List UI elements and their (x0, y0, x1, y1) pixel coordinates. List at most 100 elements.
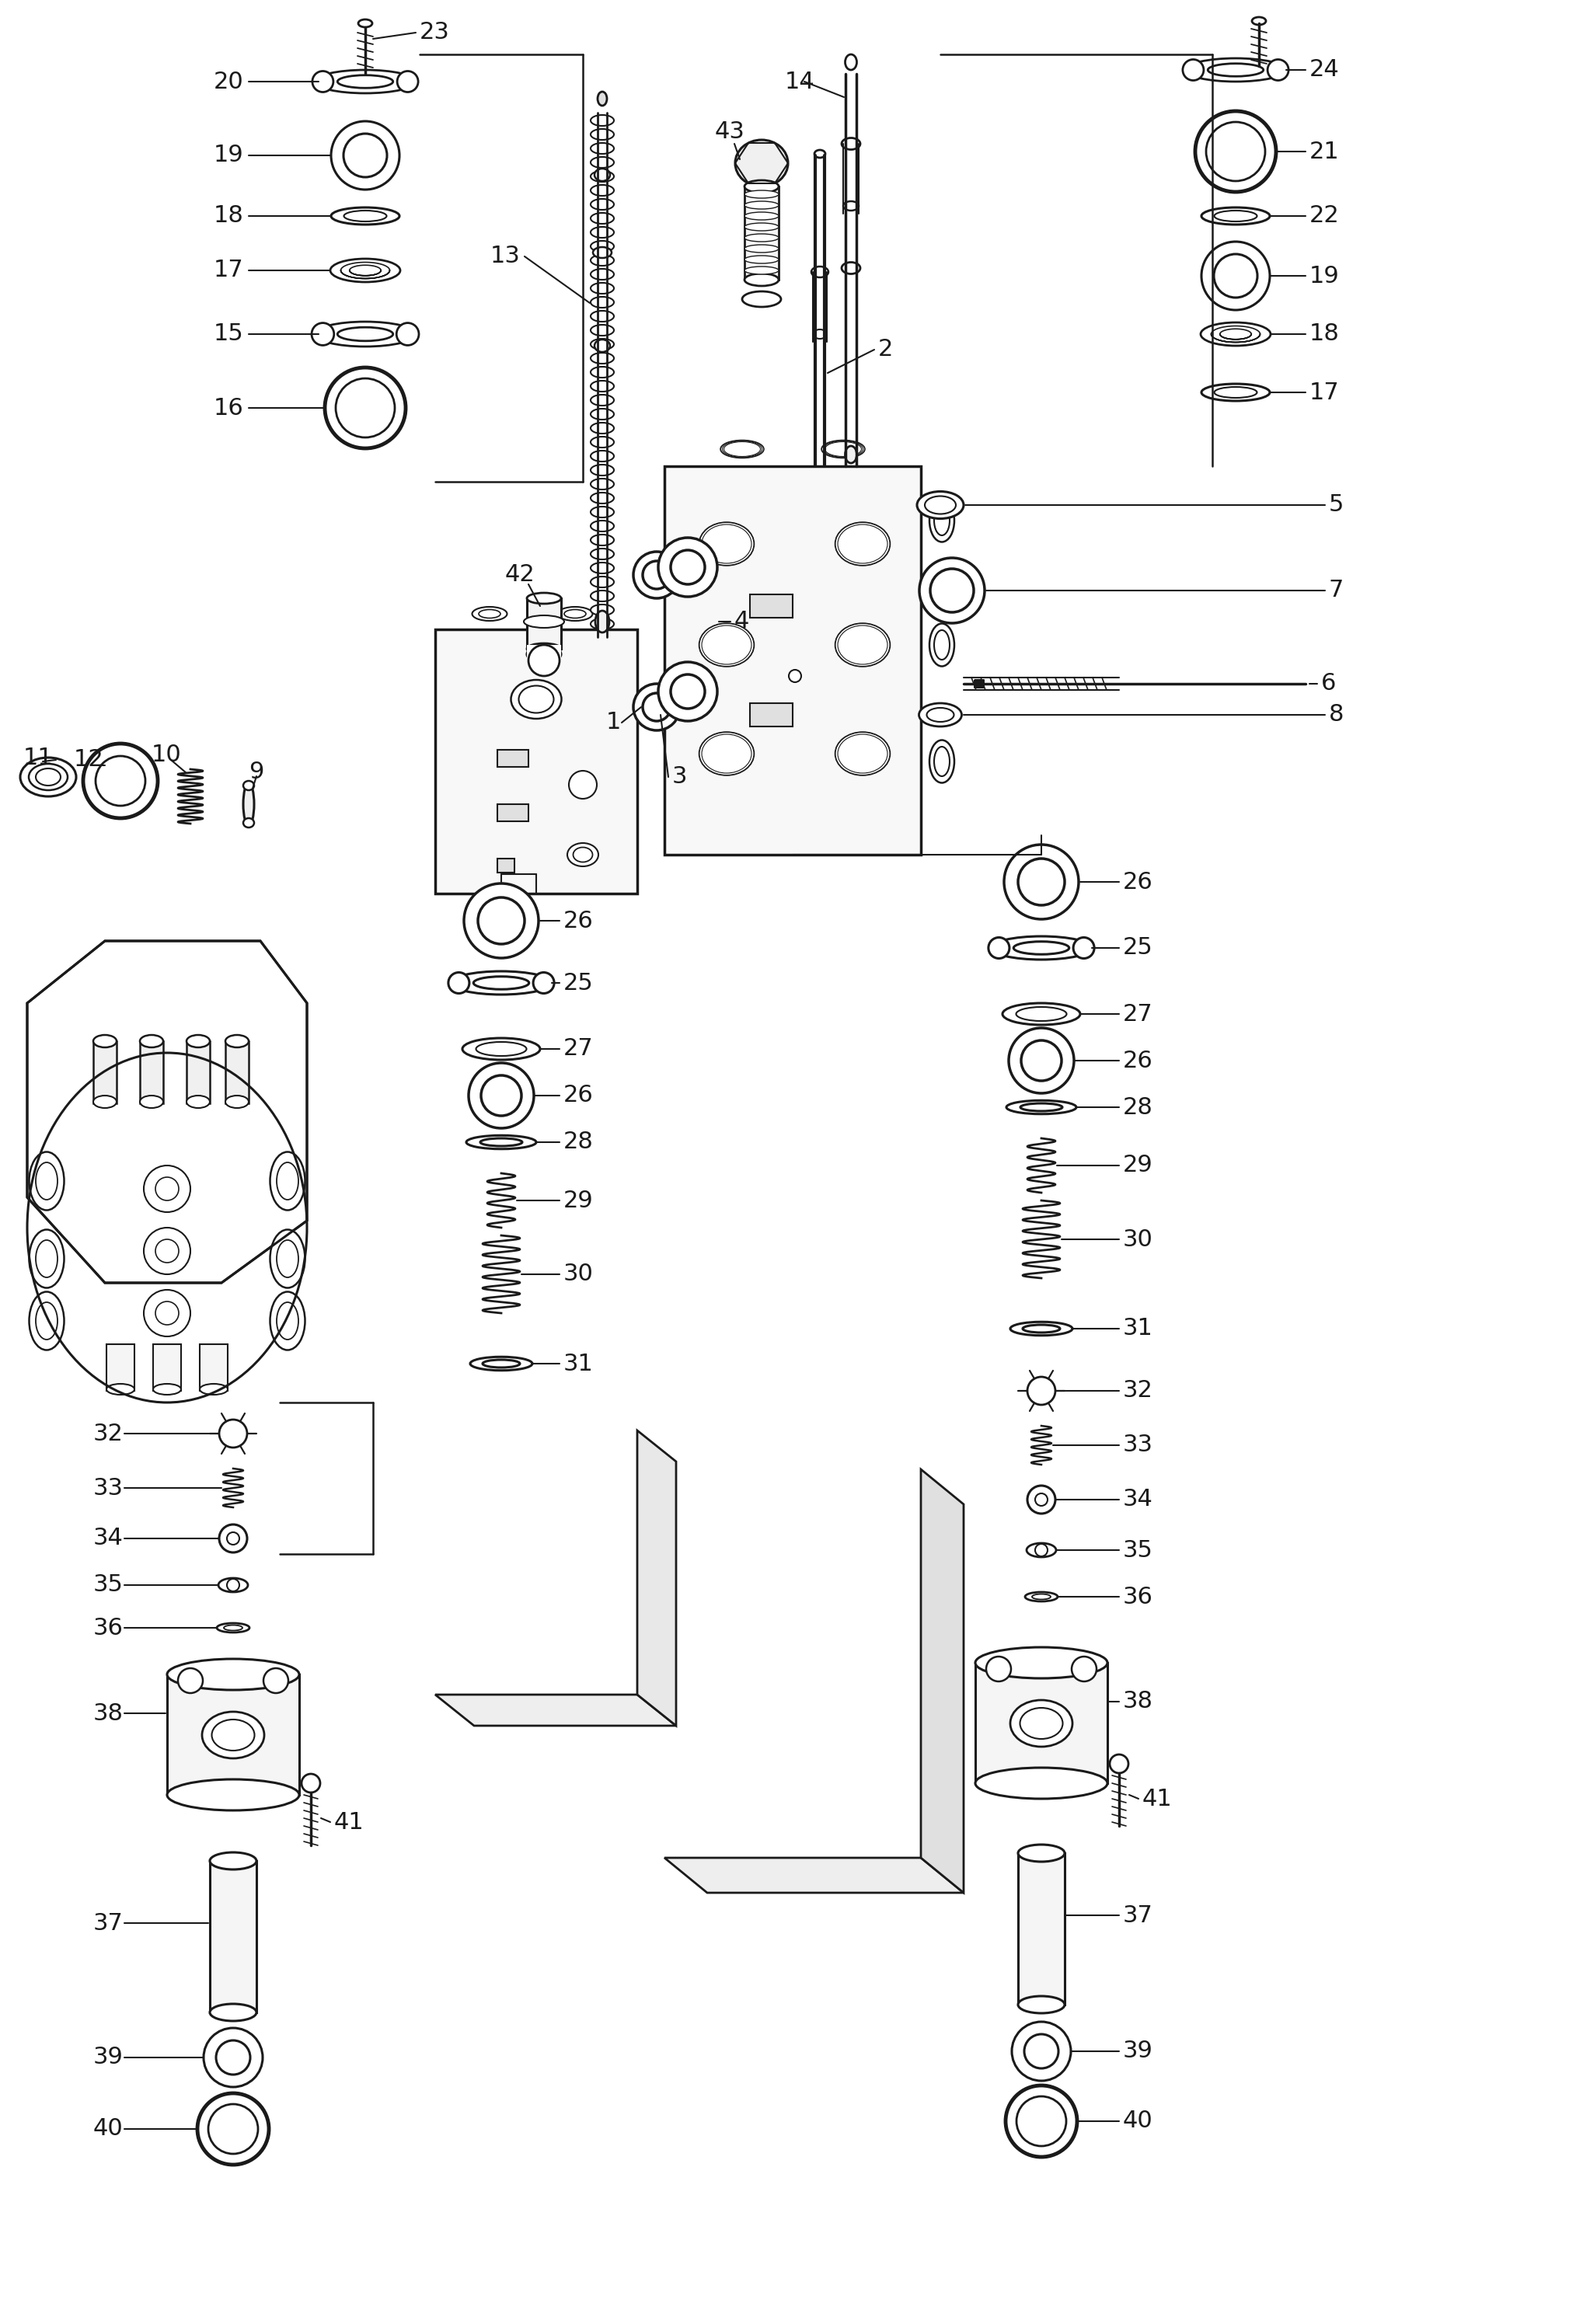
Text: 43: 43 (716, 121, 746, 144)
Ellipse shape (358, 19, 372, 28)
Ellipse shape (720, 442, 763, 458)
Text: 19: 19 (214, 144, 244, 167)
Text: 15: 15 (214, 323, 244, 346)
Circle shape (336, 379, 394, 437)
Ellipse shape (480, 1139, 522, 1146)
Text: 27: 27 (1122, 1002, 1152, 1025)
Ellipse shape (1010, 1322, 1072, 1336)
Circle shape (1206, 121, 1265, 181)
Ellipse shape (742, 290, 780, 307)
Ellipse shape (722, 442, 761, 458)
Ellipse shape (701, 734, 752, 774)
Ellipse shape (828, 444, 858, 456)
Ellipse shape (590, 228, 614, 237)
Ellipse shape (36, 1241, 57, 1278)
Circle shape (396, 323, 419, 346)
Ellipse shape (825, 442, 861, 456)
Ellipse shape (217, 1622, 250, 1631)
Ellipse shape (527, 593, 560, 604)
Ellipse shape (225, 1034, 249, 1048)
Circle shape (1027, 1485, 1056, 1513)
Ellipse shape (28, 765, 68, 790)
Text: 23: 23 (419, 21, 450, 44)
Ellipse shape (277, 1241, 299, 1278)
Ellipse shape (590, 311, 614, 321)
Ellipse shape (837, 525, 888, 562)
Text: 41: 41 (334, 1810, 364, 1834)
Circle shape (1004, 844, 1078, 920)
Bar (497, 804, 529, 820)
Ellipse shape (590, 144, 614, 153)
Text: 25: 25 (564, 971, 594, 995)
Text: 21: 21 (1309, 139, 1339, 163)
Ellipse shape (28, 1229, 65, 1287)
Circle shape (1021, 1041, 1062, 1081)
Text: 26: 26 (1122, 872, 1152, 892)
Ellipse shape (590, 409, 614, 421)
Ellipse shape (700, 623, 754, 667)
Ellipse shape (1018, 1996, 1065, 2013)
Text: 19: 19 (1309, 265, 1339, 288)
Circle shape (204, 2029, 263, 2087)
Ellipse shape (590, 576, 614, 588)
Ellipse shape (203, 1713, 264, 1759)
Circle shape (1195, 112, 1276, 193)
Ellipse shape (483, 1360, 519, 1367)
Circle shape (643, 693, 671, 720)
Ellipse shape (21, 758, 76, 797)
Circle shape (659, 662, 717, 720)
Ellipse shape (836, 732, 890, 776)
Bar (187, 1041, 211, 1104)
Ellipse shape (700, 623, 754, 667)
Text: 34: 34 (1122, 1487, 1152, 1511)
Bar (93, 1041, 117, 1104)
Circle shape (144, 1290, 190, 1336)
Ellipse shape (590, 353, 614, 363)
Ellipse shape (590, 423, 614, 435)
Circle shape (1201, 242, 1270, 309)
Circle shape (478, 897, 524, 944)
Text: 26: 26 (1122, 1050, 1152, 1071)
Text: 31: 31 (1122, 1318, 1152, 1341)
Bar (665, 467, 921, 855)
Ellipse shape (154, 1383, 180, 1394)
Ellipse shape (211, 2003, 256, 2022)
Ellipse shape (93, 1095, 117, 1109)
Circle shape (1018, 858, 1065, 906)
Ellipse shape (567, 844, 598, 867)
Ellipse shape (1016, 1006, 1067, 1020)
Ellipse shape (934, 507, 950, 535)
Ellipse shape (476, 1041, 527, 1055)
Circle shape (226, 1532, 239, 1545)
Ellipse shape (590, 270, 614, 279)
Ellipse shape (590, 465, 614, 476)
Ellipse shape (28, 1055, 306, 1401)
Ellipse shape (598, 91, 606, 105)
Ellipse shape (720, 442, 763, 458)
Text: 30: 30 (1122, 1227, 1152, 1250)
Ellipse shape (331, 258, 400, 281)
Text: 9: 9 (249, 760, 264, 783)
Ellipse shape (590, 186, 614, 195)
Ellipse shape (837, 625, 888, 665)
Ellipse shape (472, 607, 507, 621)
Ellipse shape (1208, 63, 1263, 77)
Text: 8: 8 (1328, 704, 1344, 725)
Ellipse shape (836, 623, 890, 667)
Ellipse shape (744, 256, 779, 263)
Ellipse shape (478, 609, 500, 618)
Ellipse shape (467, 1136, 537, 1148)
Text: 32: 32 (1122, 1380, 1152, 1401)
Ellipse shape (1027, 1543, 1056, 1557)
Circle shape (671, 551, 704, 583)
Ellipse shape (590, 493, 614, 504)
Ellipse shape (527, 644, 560, 655)
Ellipse shape (223, 1624, 242, 1631)
Ellipse shape (929, 500, 955, 541)
Ellipse shape (1021, 1104, 1062, 1111)
Text: 13: 13 (491, 244, 521, 267)
Ellipse shape (975, 1769, 1108, 1799)
Ellipse shape (590, 339, 614, 349)
Bar (750, 704, 793, 727)
Ellipse shape (451, 971, 552, 995)
